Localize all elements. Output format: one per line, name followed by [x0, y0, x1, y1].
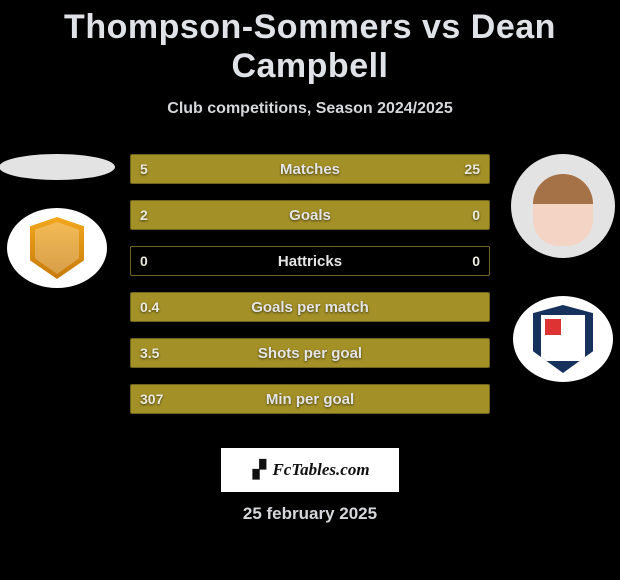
- barrow-crest-icon: [533, 305, 593, 373]
- stat-row: 525Matches: [130, 154, 490, 184]
- stat-bars: 525Matches 20Goals 00Hattricks 0.4Goals per…: [130, 154, 490, 430]
- face-icon: [533, 174, 593, 246]
- comparison-chart: 525Matches 20Goals 00Hattricks 0.4Goals per…: [0, 154, 620, 434]
- branding-box: ▞ FcTables.com: [221, 448, 399, 492]
- stat-label: Goals per match: [130, 292, 490, 322]
- right-player-column: [508, 154, 618, 382]
- branding-glyph-icon: ▞: [250, 460, 268, 480]
- mkdons-shield-icon: [30, 217, 84, 279]
- branding-label: FcTables.com: [272, 460, 369, 480]
- subtitle: Club competitions, Season 2024/2025: [0, 100, 620, 118]
- page-title: Thompson-Sommers vs Dean Campbell: [0, 0, 620, 86]
- stat-label: Min per goal: [130, 384, 490, 414]
- date-stamp: 25 february 2025: [0, 504, 620, 524]
- stat-label: Matches: [130, 154, 490, 184]
- left-club-badge: [7, 208, 107, 288]
- right-player-avatar: [511, 154, 615, 258]
- stat-row: 307Min per goal: [130, 384, 490, 414]
- right-club-badge: [513, 296, 613, 382]
- left-player-avatar: [0, 154, 115, 180]
- stat-label: Goals: [130, 200, 490, 230]
- left-player-column: [2, 154, 112, 288]
- stat-row: 3.5Shots per goal: [130, 338, 490, 368]
- stat-row: 00Hattricks: [130, 246, 490, 276]
- stat-row: 20Goals: [130, 200, 490, 230]
- stat-label: Hattricks: [130, 246, 490, 276]
- stat-row: 0.4Goals per match: [130, 292, 490, 322]
- stat-label: Shots per goal: [130, 338, 490, 368]
